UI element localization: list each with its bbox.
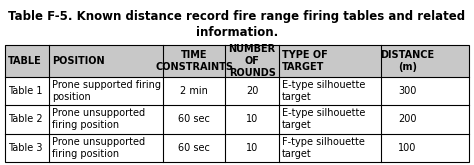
Text: 200: 200 xyxy=(398,115,417,125)
Text: DISTANCE
(m): DISTANCE (m) xyxy=(381,50,435,72)
Text: Prone unsupported
firing position: Prone unsupported firing position xyxy=(52,137,145,159)
Text: 60 sec: 60 sec xyxy=(178,143,210,153)
Text: Table 3: Table 3 xyxy=(8,143,43,153)
Bar xyxy=(5,77,469,162)
Text: Table 2: Table 2 xyxy=(8,115,43,125)
Text: 10: 10 xyxy=(246,143,258,153)
Bar xyxy=(5,45,469,77)
Text: 60 sec: 60 sec xyxy=(178,115,210,125)
Text: Table 1: Table 1 xyxy=(8,86,43,96)
Text: 10: 10 xyxy=(246,115,258,125)
Text: TABLE: TABLE xyxy=(8,56,42,66)
Text: E-type silhouette
target: E-type silhouette target xyxy=(282,80,365,102)
Bar xyxy=(5,45,469,162)
Text: NUMBER
OF
ROUNDS: NUMBER OF ROUNDS xyxy=(228,44,276,78)
Text: TIME
CONSTRAINTS: TIME CONSTRAINTS xyxy=(155,50,233,72)
Text: E-type silhouette
target: E-type silhouette target xyxy=(282,109,365,131)
Text: F-type silhouette
target: F-type silhouette target xyxy=(282,137,365,159)
Text: 300: 300 xyxy=(398,86,417,96)
Text: TYPE OF
TARGET: TYPE OF TARGET xyxy=(282,50,328,72)
Text: Table F-5. Known distance record fire range firing tables and related
informatio: Table F-5. Known distance record fire ra… xyxy=(9,10,465,39)
Text: Prone unsupported
firing position: Prone unsupported firing position xyxy=(52,109,145,131)
Text: 2 min: 2 min xyxy=(180,86,208,96)
Text: Prone supported firing
position: Prone supported firing position xyxy=(52,80,161,102)
Text: 20: 20 xyxy=(246,86,258,96)
Text: POSITION: POSITION xyxy=(52,56,105,66)
Text: 100: 100 xyxy=(398,143,417,153)
